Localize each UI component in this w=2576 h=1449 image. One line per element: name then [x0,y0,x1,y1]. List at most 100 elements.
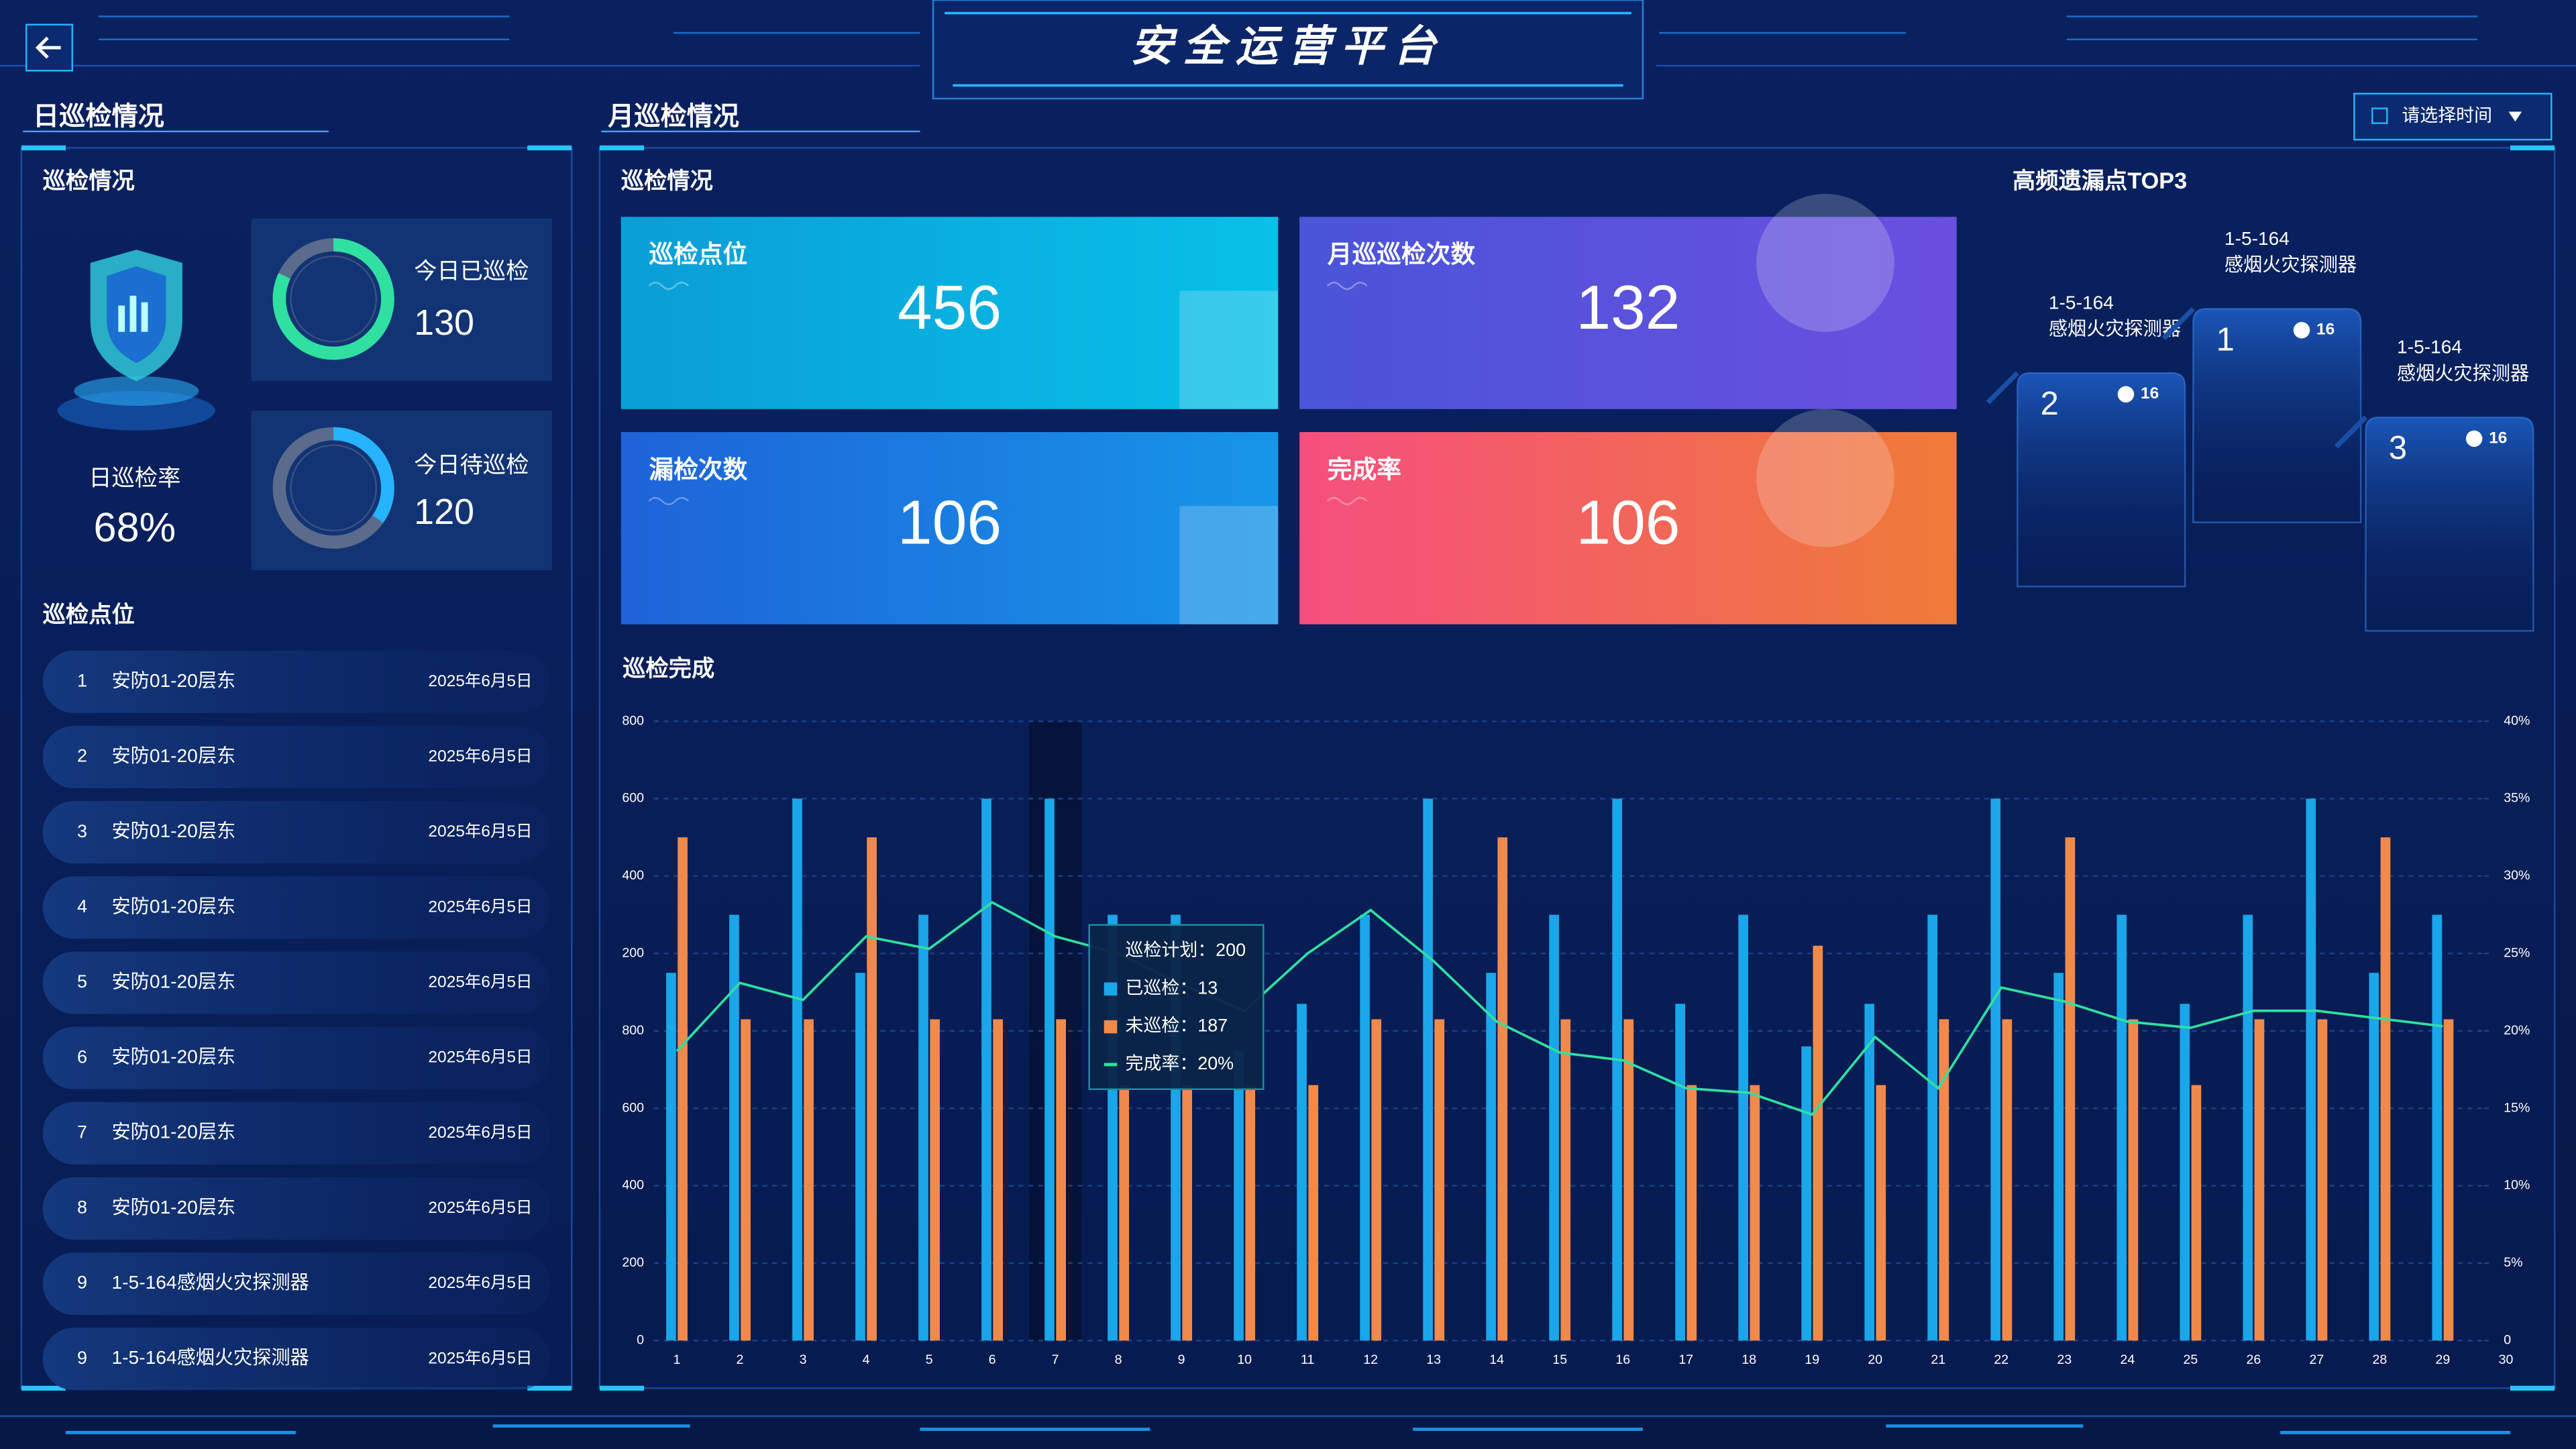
x-tick-label: 24 [2120,1352,2135,1367]
point-row[interactable] [42,876,551,939]
point-index: 2 [77,746,87,766]
bar [804,1019,814,1341]
bar [2369,973,2379,1341]
bar [678,837,688,1341]
back-button[interactable] [25,23,73,72]
bar [741,1019,751,1341]
point-name: 1-5-164感烟火灾探测器 [112,1347,309,1368]
point-date: 2025年6月5日 [428,672,532,690]
podium [2017,372,2186,588]
bar [855,973,865,1341]
bar [1939,1019,1949,1341]
bar [1486,973,1496,1341]
kpi-value: 106 [1576,488,1680,557]
y2-tick-label: 40% [2504,713,2530,728]
x-tick-label: 29 [2436,1352,2451,1367]
tooltip-row: 完成率：20% [1126,1053,1234,1073]
bar [1623,1019,1634,1341]
y-tick-label: 600 [622,1100,644,1115]
pending-value: 120 [414,492,474,532]
y-tick-label: 600 [622,791,644,806]
x-tick-label: 8 [1115,1352,1122,1367]
y-tick-label: 400 [622,868,644,883]
y2-tick-label: 10% [2504,1178,2530,1193]
bar [1423,798,1433,1341]
bar [1119,1085,1130,1341]
point-row[interactable] [42,1102,551,1165]
x-tick-label: 27 [2310,1352,2324,1367]
card-wave [1326,282,1368,290]
x-tick-label: 25 [2183,1352,2198,1367]
point-index: 7 [77,1122,87,1142]
point-date: 2025年6月5日 [428,1348,532,1367]
x-tick-label: 15 [1552,1352,1567,1367]
chart-title: 巡检完成 [623,655,714,682]
back-arrow[interactable] [35,36,61,59]
bar [1750,1085,1760,1341]
bar [2065,837,2076,1341]
kpi-label: 巡检点位 [649,241,747,268]
bar [993,1019,1003,1341]
y-tick-label: 200 [622,945,644,960]
x-tick-label: 5 [926,1352,933,1367]
done-label: 今日已巡检 [414,259,529,284]
podium-name: 感烟火灾探测器 [2224,254,2357,275]
section-title: 巡检点位 [43,601,135,627]
hover-band [1028,721,1082,1341]
x-tick-label: 10 [1237,1352,1252,1367]
bar [2317,1019,2328,1341]
tooltip [1088,924,1265,1090]
bar [2243,914,2253,1341]
x-tick-label: 13 [1426,1352,1441,1367]
bar [1245,1085,1256,1341]
bar [1686,1085,1697,1341]
point-row[interactable] [42,1328,551,1391]
point-row[interactable] [42,801,551,864]
panel-title: 月巡检情况 [608,103,739,131]
kpi-value: 456 [898,272,1002,342]
x-tick-label: 3 [800,1352,807,1367]
header-lines [945,11,1631,87]
bar [1876,1085,1886,1341]
bar [1549,914,1559,1341]
kpi-card [1299,217,1957,409]
podium [2192,308,2362,523]
shield-icon [57,250,215,431]
x-tick-label: 9 [1178,1352,1185,1367]
podium-code: 1-5-164 [2224,228,2290,249]
kpi-value: 132 [1576,272,1680,342]
card-icon [1756,409,1894,547]
point-row[interactable] [42,1026,551,1089]
point-row[interactable] [42,725,551,789]
page-title: 安全运营平台 [1130,22,1446,70]
point-name: 安防01-20层东 [112,820,236,841]
point-row[interactable] [42,650,551,713]
time-picker[interactable] [2353,93,2553,141]
point-row[interactable] [42,951,551,1014]
x-tick-label: 14 [1489,1352,1504,1367]
card-icon [1179,290,1279,409]
panel-corners [599,145,2555,1391]
podium-rank: 1 [2216,321,2235,358]
point-index: 1 [77,670,87,690]
bar [2191,1085,2202,1341]
y2-tick-label: 30% [2504,868,2530,883]
point-date: 2025年6月5日 [428,1198,532,1217]
bar [2180,1004,2190,1341]
point-date: 2025年6月5日 [428,1273,532,1292]
pending-label: 今日待巡检 [414,453,529,478]
kpi-card [621,217,1279,409]
section-title: 巡检情况 [621,168,713,194]
y-tick-label: 400 [622,1178,644,1193]
card-wave [648,496,689,506]
point-row[interactable] [42,1252,551,1316]
point-row[interactable] [42,1177,551,1240]
podium-name: 感烟火灾探测器 [2049,319,2181,339]
time-picker-label[interactable]: 请选择时间 [2402,105,2492,125]
y-tick-label: 800 [622,713,644,728]
stat-card [251,218,552,382]
kpi-card [621,432,1279,625]
point-name: 安防01-20层东 [112,745,236,766]
podium-count: 16 [2489,429,2507,447]
point-date: 2025年6月5日 [428,897,532,916]
